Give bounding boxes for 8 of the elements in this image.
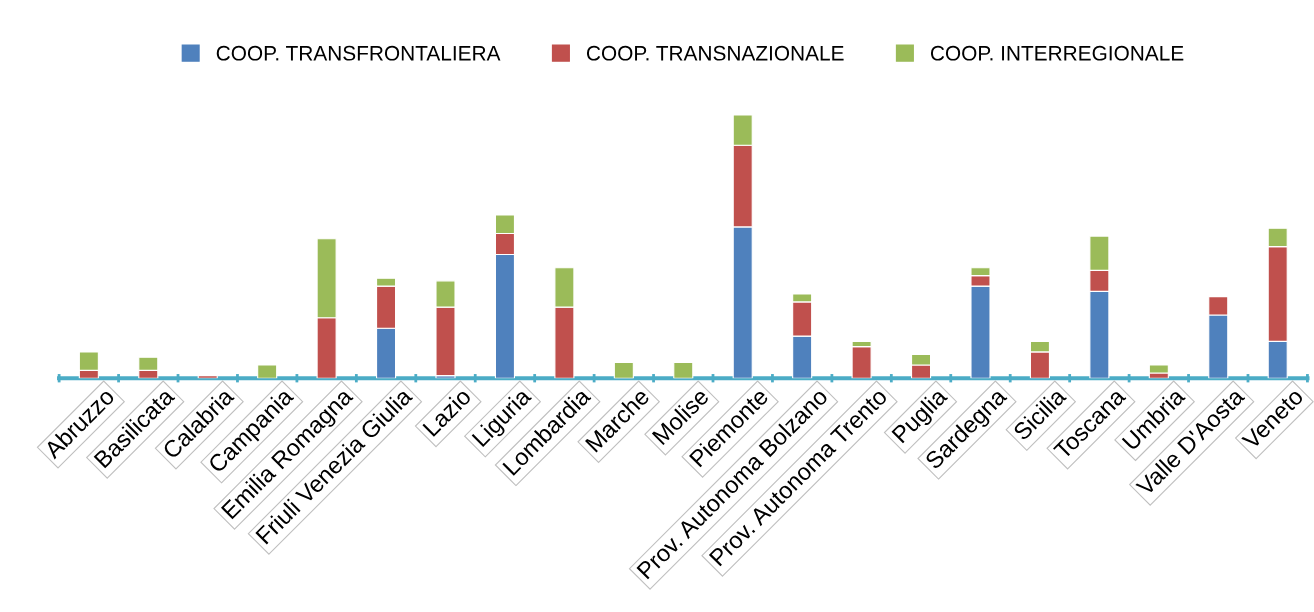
bar (613, 361, 634, 379)
bar (257, 364, 278, 379)
legend-label: COOP. TRANSFRONTALIERA (216, 45, 501, 61)
bar (1148, 364, 1169, 374)
bar (673, 361, 694, 379)
bar (197, 375, 218, 379)
legend-label: COOP. INTERREGIONALE (930, 45, 1184, 61)
legend-label: COOP. TRANSNAZIONALE (586, 45, 844, 61)
